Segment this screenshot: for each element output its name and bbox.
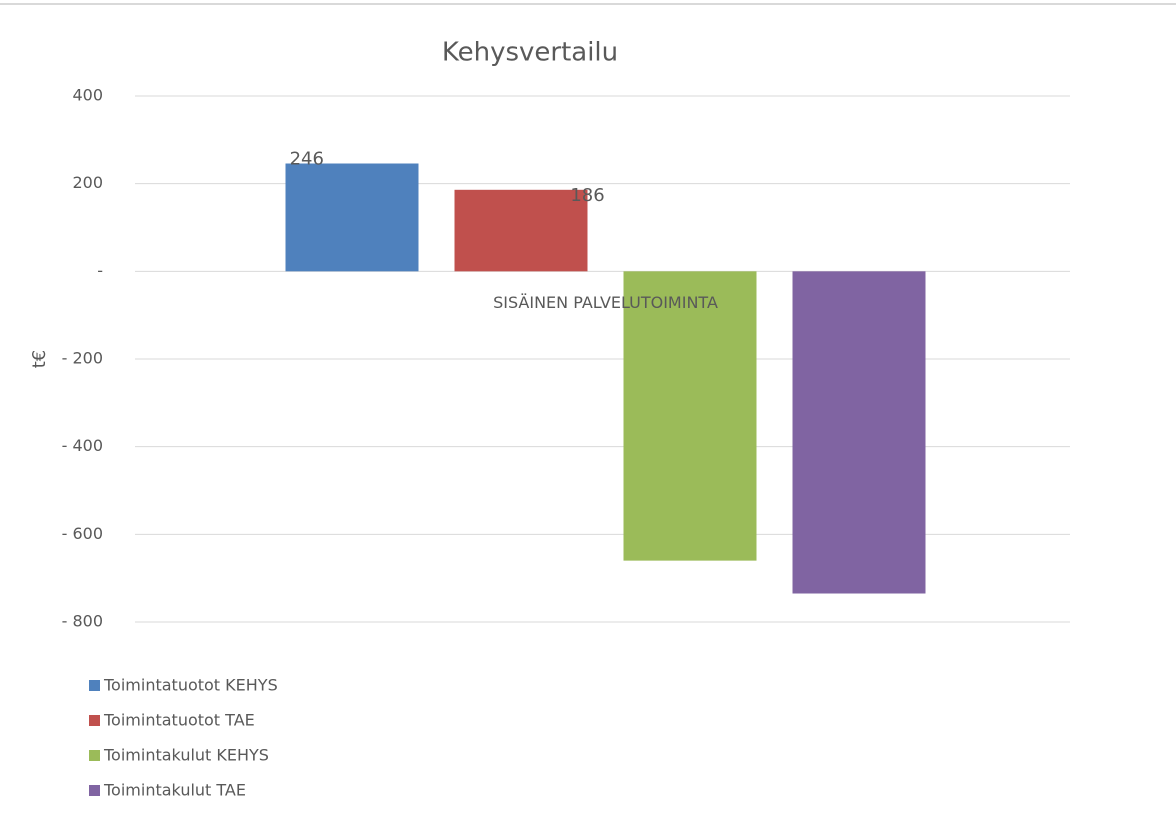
data-label: 186	[570, 185, 604, 206]
bar	[792, 271, 926, 594]
legend-swatch	[89, 750, 100, 761]
y-tick-label: 400	[72, 86, 103, 105]
data-label: 246	[290, 149, 324, 170]
bar	[623, 271, 757, 561]
y-tick-label: 200	[72, 173, 103, 192]
y-axis-label: t€	[29, 350, 50, 369]
y-tick-label: -	[97, 261, 103, 280]
x-tick-label: SISÄINEN PALVELUTOIMINTA	[493, 293, 718, 312]
legend-label: Toimintatuotot KEHYS	[103, 676, 278, 695]
chart-title: Kehysvertailu	[442, 38, 618, 68]
legend-label: Toimintatuotot TAE	[103, 711, 255, 730]
legend-swatch	[89, 715, 100, 726]
y-tick-label: - 400	[62, 436, 103, 455]
y-tick-label: - 800	[62, 612, 103, 631]
y-tick-label: - 200	[62, 349, 103, 368]
legend-swatch	[89, 785, 100, 796]
legend-label: Toimintakulut KEHYS	[103, 746, 269, 765]
bar	[285, 163, 419, 272]
bar	[454, 189, 588, 272]
legend-label: Toimintakulut TAE	[103, 781, 246, 800]
legend-swatch	[89, 680, 100, 691]
y-tick-label: - 600	[62, 524, 103, 543]
